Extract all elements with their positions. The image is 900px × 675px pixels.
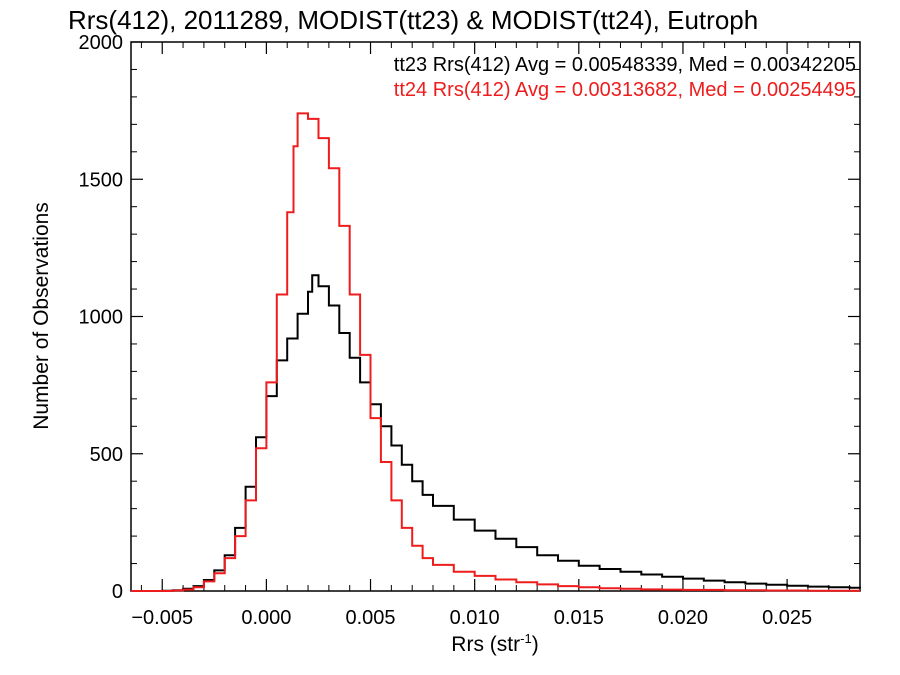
legend-entry-tt23: tt23 Rrs(412) Avg = 0.00548339, Med = 0.… (394, 54, 856, 76)
axis-ticks (131, 41, 860, 592)
plot-area (130, 41, 861, 592)
x-tick-label: 0.015 (554, 607, 604, 629)
x-tick-label: 0.025 (762, 607, 812, 629)
x-axis-title-main: Rrs (str (451, 633, 520, 656)
plot-frame (130, 41, 861, 592)
series-layer (131, 112, 861, 592)
x-tick-label: −0.005 (131, 607, 193, 629)
legend-entry-tt24: tt24 Rrs(412) Avg = 0.00313682, Med = 0.… (394, 79, 856, 101)
y-tick-label: 2000 (79, 32, 124, 54)
y-tick-labels: 0 500 1000 1500 2000 (79, 32, 124, 603)
x-tick-label: 0.000 (241, 607, 291, 629)
y-tick-label: 500 (90, 444, 123, 466)
x-tick-label: 0.020 (658, 607, 708, 629)
series-line-tt24 (131, 112, 860, 592)
y-tick-label: 0 (112, 581, 123, 603)
y-tick-label: 1500 (79, 169, 124, 191)
legend: tt23 Rrs(412) Avg = 0.00548339, Med = 0.… (394, 54, 856, 101)
series-line-tt23 (131, 274, 861, 592)
chart-title: Rrs(412), 2011289, MODIST(tt23) & MODIST… (68, 5, 758, 35)
x-tick-label: 0.005 (345, 607, 395, 629)
y-axis-title: Number of Observations (30, 202, 53, 430)
x-axis-title-close: ) (532, 633, 539, 656)
x-tick-labels: −0.005 0.000 0.005 0.010 0.015 0.020 0.025 (131, 607, 812, 629)
y-tick-label: 1000 (79, 307, 124, 329)
x-tick-label: 0.010 (450, 607, 500, 629)
x-axis-title-superscript: -1 (520, 631, 532, 646)
x-axis-title: Rrs (str-1) (451, 631, 538, 656)
